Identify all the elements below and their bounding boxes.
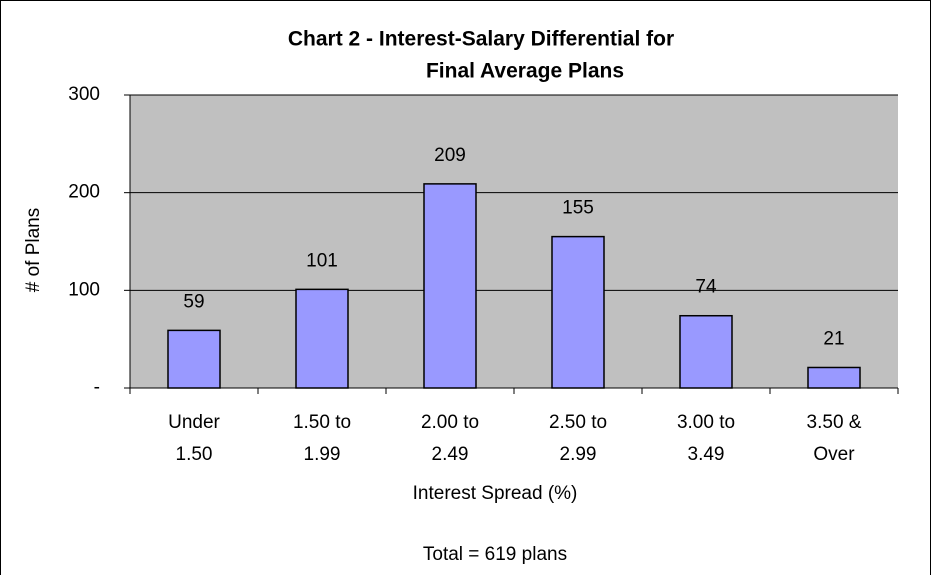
bar (423, 183, 477, 389)
x-tick-label: 3.49 (688, 444, 725, 465)
chart-title: Final Average Plans (426, 60, 624, 83)
y-axis-label: # of Plans (23, 208, 44, 293)
value-label: 209 (434, 145, 466, 166)
x-axis-label: Interest Spread (%) (413, 483, 578, 504)
bar (679, 314, 733, 389)
x-tick-label: Under (168, 412, 220, 433)
chart-title: Chart 2 - Interest-Salary Differential f… (288, 28, 674, 51)
x-tick-label: 3.50 & (807, 412, 862, 433)
x-tick-label: 1.50 (176, 444, 213, 465)
x-tick-label: 2.50 to (549, 412, 607, 433)
x-tick-label: 2.99 (560, 444, 597, 465)
bar (551, 235, 605, 389)
value-label: 74 (695, 277, 717, 298)
value-label: 155 (562, 198, 594, 219)
y-tick-label: 100 (68, 279, 100, 300)
value-label: 21 (823, 329, 844, 350)
y-tick-label: 200 (68, 182, 100, 203)
x-tick-label: 3.00 to (677, 412, 735, 433)
y-tick-label: - (94, 377, 100, 398)
plot-area (130, 95, 898, 388)
x-tick-label: 1.50 to (293, 412, 351, 433)
x-tick-label: 2.00 to (421, 412, 479, 433)
y-tick-label: 300 (68, 84, 100, 105)
x-tick-label: Over (813, 444, 855, 465)
footnote: Total = 619 plans (423, 544, 567, 565)
bar (167, 329, 221, 389)
value-label: 101 (306, 250, 338, 271)
value-label: 59 (183, 291, 204, 312)
x-tick-label: 2.49 (432, 444, 469, 465)
x-tick-label: 1.99 (304, 444, 341, 465)
bar (295, 288, 349, 389)
bar (807, 366, 861, 389)
